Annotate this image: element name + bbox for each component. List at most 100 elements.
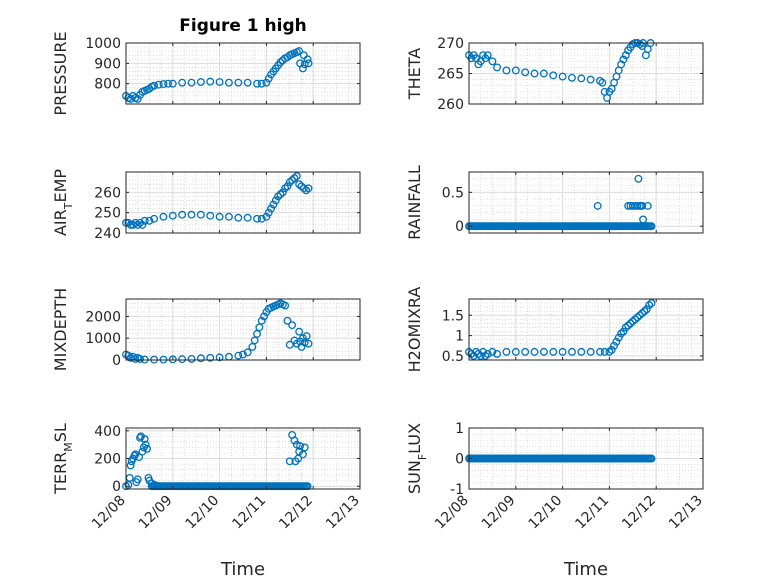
data-point [206,353,215,362]
data-point [558,347,567,356]
panel-terr: 0 200 400 12/08 12/09 12/10 12/11 12/12 12/13 TER… [51,423,363,532]
y-tick-label: 0 [112,479,121,495]
data-point [225,212,233,221]
axes-box [125,298,361,361]
data-point [206,211,215,220]
ylabel-main: MIXDEPTH [51,288,70,371]
data-point [178,78,187,87]
data-point [178,210,187,219]
y-tick-label: 1 [455,421,464,437]
data-point [257,79,266,88]
data-point [234,78,243,87]
data-point [635,311,644,320]
data-point [234,351,243,360]
y-tick-label: 0 [455,452,464,468]
data-point [264,74,273,83]
y-tick-label: 250 [94,206,121,222]
data-point [159,212,168,221]
data-point [539,69,548,78]
data-point [638,201,647,210]
panel-h2omixra: 0.5 1 1.5 H2OMIXRA [405,287,704,373]
data-point [140,216,149,225]
y-tick-label: 0.5 [442,185,464,201]
ylabel: TERRMSL [51,423,75,495]
x-tick-label: 12/10 [526,493,566,533]
data-point [631,315,640,324]
y-tick-label: 270 [437,36,464,52]
data-point [285,178,294,187]
data-point [641,222,650,231]
x-tick-label: 12/11 [229,493,269,533]
x-tick-label: 12/12 [276,493,316,533]
data-point [297,182,306,191]
data-point [239,350,247,359]
y-tick-label: 0 [112,353,121,369]
data-point [143,444,152,453]
data-point [596,76,604,85]
data-point [285,457,294,466]
data-point [483,51,492,60]
data-point [243,348,252,357]
data-point [479,347,487,356]
data-point [124,351,133,360]
ylabel-subscript: M [62,442,75,452]
panel-theta: 260 265 270 THETA [405,36,704,113]
data-point [643,201,652,210]
xlabel-left: Time [220,559,265,580]
data-point [511,347,520,356]
data-point [260,312,269,321]
data-point [276,190,285,199]
ylabel-main: RAINFALL [405,165,424,240]
data-point [600,347,609,356]
ylabel: MIXDEPTH [51,288,70,371]
ylabel: RAINFALL [405,165,424,240]
data-point [159,80,168,89]
data-point [302,332,311,340]
data-point [568,73,576,82]
data-point [647,299,656,308]
data-point [619,327,628,336]
data-point [614,333,623,342]
data-point [304,184,313,193]
data-point [133,220,142,229]
y-tick-label: 1000 [85,36,121,52]
data-point [521,68,530,77]
data-point [621,323,630,332]
data-point [129,220,137,229]
data-point [624,321,633,330]
y-tick-label: 265 [437,67,464,83]
data-point [605,347,614,356]
x-tick-label: 12/10 [183,493,223,533]
data-point [638,309,647,318]
ylabel: AIRTEMP [51,169,75,236]
data-point [276,58,285,67]
data-point [502,66,511,75]
data-point [255,323,264,332]
data-point [164,79,173,88]
axes-box [468,298,704,361]
data-point [483,349,492,358]
ylabel-suffix: EMP [51,169,70,203]
y-tick-label: 1.5 [442,308,464,324]
ylabel: H2OMIXRA [405,287,424,373]
data-point [596,347,604,356]
data-point [150,81,159,90]
data-point [549,71,558,80]
data-point-baseline [647,222,656,231]
data-point [257,214,266,223]
data-point [617,329,626,338]
figure-title: Figure 1 high [179,16,307,36]
ylabel-subscript: T [62,202,75,210]
data-point [628,317,637,326]
data-point [187,210,196,219]
data-point [643,45,652,54]
data-point [278,188,287,197]
data-point [304,59,313,68]
data-point [253,329,261,338]
data-point [136,354,144,363]
data-point [474,349,483,358]
data-point [558,72,567,81]
data-point [168,79,177,88]
data-point [178,355,187,364]
data-point [269,200,278,209]
